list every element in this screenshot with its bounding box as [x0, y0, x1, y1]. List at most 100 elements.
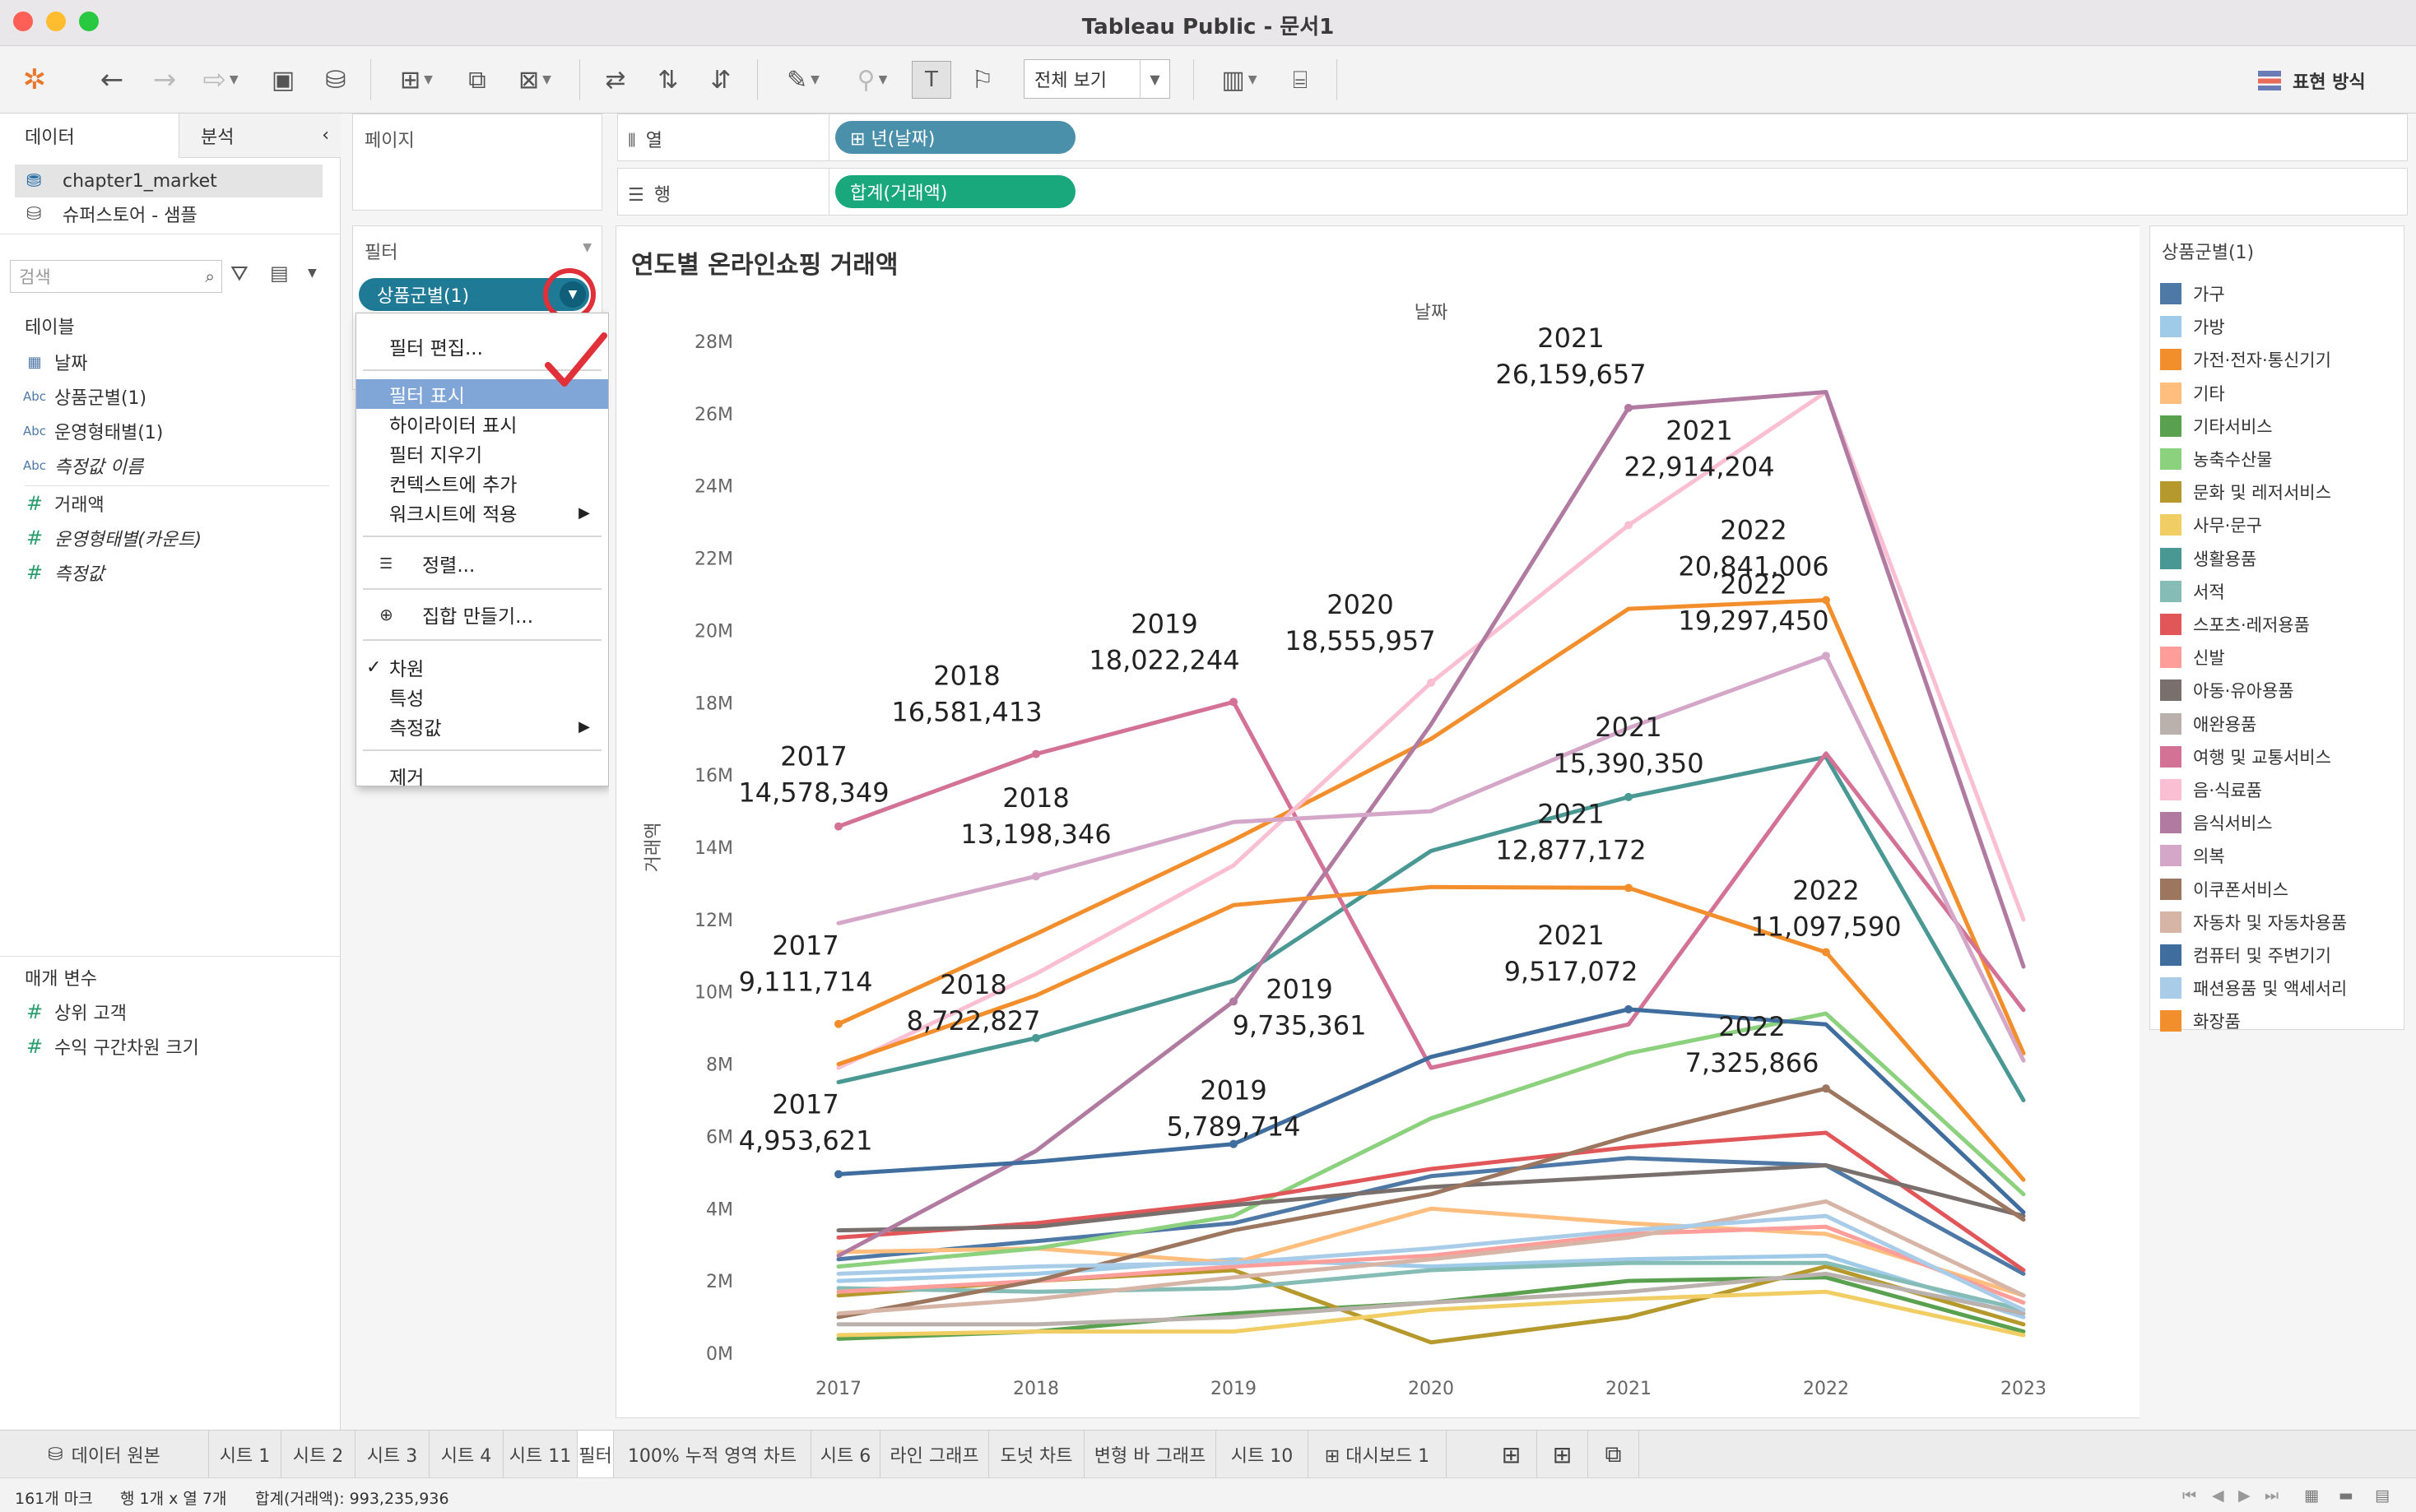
show-me-button[interactable]: 표현 방식 — [2258, 64, 2366, 97]
new-datasource-icon[interactable]: ⛁ — [325, 65, 346, 95]
sheet-tab[interactable]: 필터 — [578, 1431, 614, 1478]
menu-item-create-set[interactable]: ⊕ 집합 만들기... — [379, 605, 534, 628]
show-labels-icon[interactable]: T — [912, 61, 951, 99]
menu-item-sort[interactable]: ☰ 정렬... — [379, 554, 476, 577]
field-item-measure-values[interactable]: # 측정값 — [15, 556, 105, 589]
tab-analysis[interactable]: 분석 ‹ — [179, 114, 341, 158]
columns-shelf[interactable]: ⦀ 열 ⊞ 년(날짜) — [617, 114, 2408, 161]
tab-view-icon[interactable]: ▤ — [2375, 1486, 2390, 1505]
field-item-measure-names[interactable]: Abc 측정값 이름 — [15, 449, 143, 482]
legend-item[interactable]: 가방 — [2160, 310, 2225, 343]
menu-item-clear-filter[interactable]: 필터 지우기 — [389, 445, 483, 466]
fit-view-select[interactable]: 전체 보기 ▼ — [1024, 59, 1170, 99]
legend-item[interactable]: 생활용품 — [2160, 542, 2256, 575]
chevron-down-icon[interactable]: ▼ — [583, 241, 592, 254]
sheet-tab[interactable]: 변형 바 그래프 — [1085, 1431, 1216, 1478]
pages-card[interactable]: 페이지 — [352, 114, 602, 211]
legend-item[interactable]: 기타서비스 — [2160, 410, 2273, 443]
legend-item[interactable]: 사무·문구 — [2160, 508, 2262, 541]
sort-ascending-icon[interactable]: ⇅ — [657, 65, 679, 95]
presentation-mode-icon[interactable]: ⌸ — [1293, 65, 1308, 95]
sheet-tab[interactable]: 라인 그래프 — [880, 1431, 989, 1478]
tableau-logo-icon[interactable]: ✲ — [22, 63, 47, 96]
sheet-tab[interactable]: 시트 4 — [430, 1431, 504, 1478]
undo-icon[interactable]: ← — [100, 63, 124, 96]
rows-pill-sum-amount[interactable]: 합계(거래액) — [835, 175, 1076, 208]
new-dashboard-tab-icon[interactable]: ⊞ — [1537, 1431, 1588, 1478]
columns-pill-year[interactable]: ⊞ 년(날짜) — [835, 121, 1076, 154]
legend-item[interactable]: 문화 및 레저서비스 — [2160, 475, 2331, 508]
param-item-profit-bin-size[interactable]: # 수익 구간차원 크기 — [15, 1030, 199, 1063]
menu-item-apply-to-worksheets[interactable]: 워크시트에 적용 ▶ — [389, 503, 590, 526]
color-legend[interactable]: 상품군별(1) 가구 가방 가전·전자·통신기기 기타 기타서비스 농축수산물 문화 및 레… — [2149, 225, 2404, 1032]
sheet-tab[interactable]: ⊞ 대시보드 1 — [1308, 1431, 1447, 1478]
menu-item-dimension[interactable]: ✓ 차원 — [366, 656, 425, 681]
close-window-button[interactable] — [13, 12, 33, 31]
collapse-pane-icon[interactable]: ‹ — [322, 125, 329, 146]
save-icon[interactable]: ▣ — [271, 65, 295, 95]
legend-item[interactable]: 음식서비스 — [2160, 806, 2273, 839]
next-sheet-icon[interactable]: ▶ — [2238, 1486, 2251, 1505]
menu-item-attribute[interactable]: 특성 — [389, 689, 425, 710]
last-sheet-icon[interactable]: ⏭ — [2265, 1486, 2279, 1505]
sheet-tab[interactable]: 시트 10 — [1216, 1431, 1308, 1478]
legend-item[interactable]: 애완용품 — [2160, 707, 2256, 740]
menu-item-measure[interactable]: 측정값 ▶ — [389, 717, 590, 740]
datasource-item-chapter1[interactable]: ⛃ chapter1_market — [15, 165, 323, 197]
redo-icon[interactable]: → — [152, 63, 177, 96]
legend-item[interactable]: 화장품 — [2160, 1004, 2241, 1037]
legend-item[interactable]: 자동차 및 자동차용품 — [2160, 906, 2347, 939]
field-item-date[interactable]: ▦ 날짜 — [15, 346, 87, 378]
tab-data[interactable]: 데이터 — [0, 114, 179, 158]
new-worksheet-icon[interactable]: ⊞ ▼ — [400, 65, 433, 95]
legend-item[interactable]: 서적 — [2160, 575, 2225, 608]
show-cards-icon[interactable]: ▥ ▼ — [1221, 65, 1257, 95]
sheet-tab[interactable]: 100% 누적 영역 차트 — [614, 1431, 811, 1478]
menu-item-show-highlighter[interactable]: 하이라이터 표시 — [389, 415, 518, 437]
sheet-tab[interactable]: 시트 2 — [281, 1431, 355, 1478]
new-worksheet-tab-icon[interactable]: ⊞ — [1486, 1431, 1537, 1478]
prev-sheet-icon[interactable]: ◀ — [2212, 1486, 2224, 1505]
grid-view-icon[interactable]: ▦ — [2304, 1486, 2319, 1505]
sheet-tab[interactable]: 시트 3 — [355, 1431, 430, 1478]
search-input[interactable]: 검색 ⌕ — [10, 260, 222, 293]
sheet-tab[interactable]: 도넛 차트 — [989, 1431, 1085, 1478]
rows-shelf[interactable]: ☰ 행 합계(거래액) — [617, 168, 2408, 216]
filmstrip-view-icon[interactable]: ▬ — [2339, 1486, 2353, 1505]
group-icon[interactable]: ⚲ ▼ — [857, 65, 888, 95]
chevron-down-icon[interactable]: ▼ — [308, 267, 317, 280]
sort-descending-icon[interactable]: ⇵ — [710, 65, 732, 95]
legend-item[interactable]: 패션용품 및 액세서리 — [2160, 972, 2347, 1004]
swap-icon[interactable]: ⇄ — [605, 65, 626, 95]
legend-item[interactable]: 아동·유아용품 — [2160, 674, 2294, 707]
field-item-operation-type[interactable]: Abc 운영형태별(1) — [15, 415, 163, 448]
legend-item[interactable]: 음·식료품 — [2160, 773, 2262, 806]
legend-item[interactable]: 컴퓨터 및 주변기기 — [2160, 939, 2331, 972]
legend-item[interactable]: 의복 — [2160, 839, 2225, 872]
first-sheet-icon[interactable]: ⏮ — [2182, 1486, 2197, 1505]
highlight-icon[interactable]: ✎ ▼ — [787, 65, 820, 95]
legend-item[interactable]: 농축수산물 — [2160, 443, 2273, 475]
field-item-category[interactable]: Abc 상품군별(1) — [15, 380, 146, 413]
legend-item[interactable]: 가구 — [2160, 277, 2225, 310]
new-story-tab-icon[interactable]: ⧉ — [1588, 1431, 1639, 1478]
menu-item-edit-filter[interactable]: 필터 편집... — [389, 338, 483, 359]
filter-icon[interactable]: ⛛ — [230, 262, 249, 286]
menu-item-add-to-context[interactable]: 컨텍스트에 추가 — [389, 475, 518, 496]
legend-item[interactable]: 스포츠·레저용품 — [2160, 608, 2310, 641]
field-item-amount[interactable]: # 거래액 — [15, 487, 105, 520]
legend-item[interactable]: 이쿠폰서비스 — [2160, 873, 2288, 906]
legend-item[interactable]: 신발 — [2160, 641, 2225, 674]
duplicate-sheet-icon[interactable]: ⧉ — [468, 65, 486, 95]
sheet-tab[interactable]: 시트 6 — [811, 1431, 880, 1478]
viz-canvas[interactable]: 날짜 거래액 0M 2M 4M 6M 8M 10M 12M 14M 16M 18M 20M 22M 24M 2… — [616, 225, 2141, 1418]
datasource-item-superstore[interactable]: ⛁ 슈퍼스토어 - 샘플 — [26, 203, 197, 227]
zoom-window-button[interactable] — [79, 12, 99, 31]
legend-item[interactable]: 기타 — [2160, 377, 2225, 410]
legend-item[interactable]: 여행 및 교통서비스 — [2160, 740, 2331, 773]
field-item-operation-count[interactable]: # 운영형태별(카운트) — [15, 522, 202, 554]
replay-icon[interactable]: ⇨ ▼ — [202, 63, 239, 96]
param-item-top-customers[interactable]: # 상위 고객 — [15, 995, 127, 1028]
view-list-icon[interactable]: ▤ — [270, 262, 289, 285]
minimize-window-button[interactable] — [46, 12, 66, 31]
